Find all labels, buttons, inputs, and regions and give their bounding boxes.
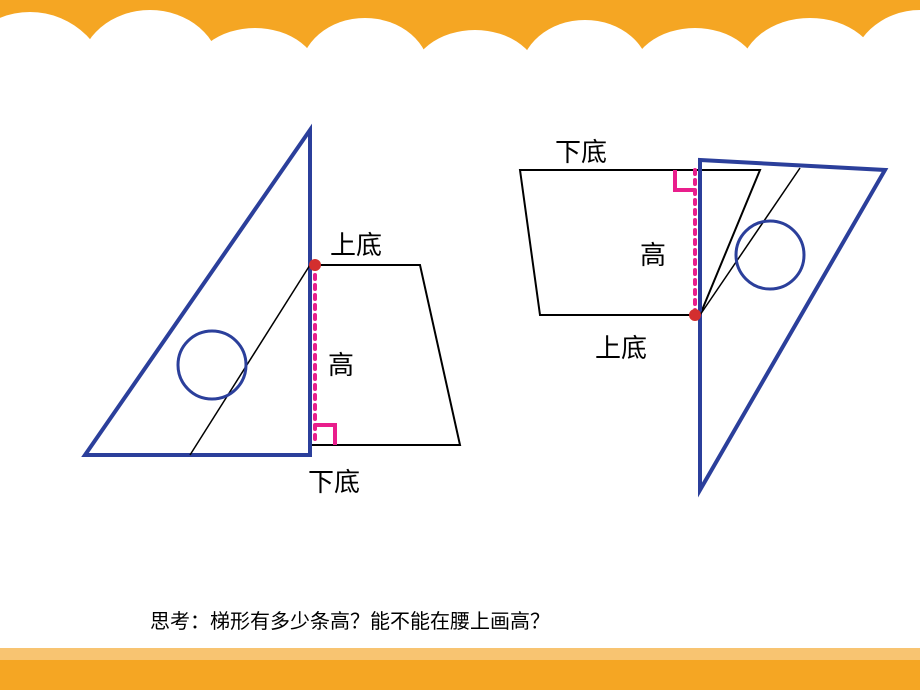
right-top-label: 下底: [555, 132, 607, 169]
diagram-svg: [0, 60, 920, 630]
left-ruler-inner-edge: [190, 265, 310, 455]
right-triangle-ruler: [700, 160, 885, 490]
left-bottom-label: 下底: [308, 462, 360, 499]
left-height-dot: [309, 259, 321, 271]
right-ruler-hole: [736, 221, 804, 289]
left-height-label: 高: [328, 345, 354, 382]
right-height-label: 高: [640, 235, 666, 272]
bottom-strip: [0, 648, 920, 660]
bottom-decor-band: [0, 660, 920, 690]
right-height-dot: [689, 309, 701, 321]
question-text: 思考：梯形有多少条高？能不能在腰上画高？: [150, 605, 550, 634]
left-right-angle-icon: [315, 425, 335, 445]
left-triangle-ruler: [85, 130, 310, 455]
right-ruler-inner-edge: [700, 168, 800, 315]
content-area: 上底 高 下底 下底 高 上底 思考：梯形有多少条高？能不能在腰上画高？: [0, 60, 920, 630]
right-right-angle-icon: [675, 170, 695, 190]
right-bottom-label: 上底: [595, 328, 647, 365]
left-top-label: 上底: [330, 225, 382, 262]
left-ruler-hole: [178, 331, 246, 399]
